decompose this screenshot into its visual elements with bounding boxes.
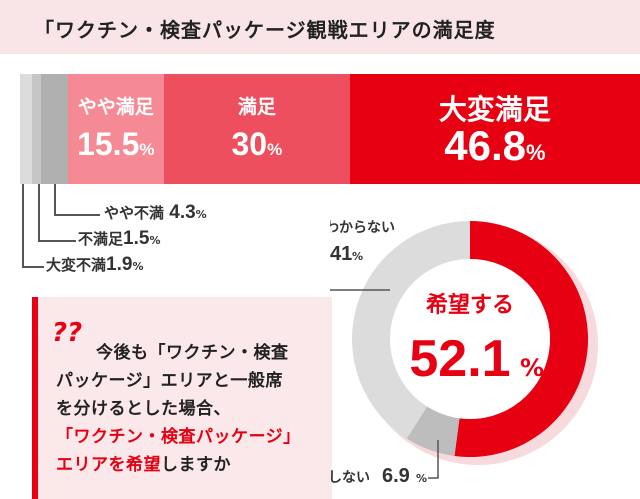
chart-title: 「ワクチン・検査パッケージ観戦エリアの満足度 [34,18,496,42]
title-band [0,0,640,54]
bar-segment-yaya-fuman [41,74,68,184]
donut-chart: 希望する 52.1% わからない 41% 希望しない 6.9% [330,220,598,487]
question-marks-icon: ?? [52,318,83,348]
label-taihen-fuman-name: 大変不満 [46,256,107,274]
label-taihen-fuman-value: 1.9 [106,254,133,275]
donut-slice-unknown [352,221,470,439]
donut-connector-unknown [330,289,390,291]
donut-hole [390,259,550,419]
bar-label-name-manzoku: 満足 [237,96,276,118]
question-line-1: 今後も「ワクチン・検査 [96,343,289,363]
donut-label-unknown-value: 41 [330,243,352,265]
question-line-5: エリアを希望しますか [56,450,231,475]
donut-label-nohope-name: 希望しない [330,469,370,486]
label-fumanzoku: 不満足1.5% [78,228,160,250]
question-line-3: を分けるとした場合、 [56,399,231,419]
bar-label-value-taihen-manzoku: 46.8% [444,122,546,169]
bar-segment-yaya-manzoku: やや満足 15.5% [67,74,164,184]
donut-center-pct: % [520,354,544,382]
connector-fumanzoku [38,184,76,242]
label-yaya-fuman-pct: % [195,208,207,221]
bar-segment-manzoku: 満足 30% [163,74,350,184]
bar-segment-fumanzoku [31,74,42,184]
donut-label-unknown-pct: % [352,250,363,263]
question-box [32,297,332,499]
donut-connector-nohope [428,440,439,479]
donut-center-name: 希望する [426,292,514,318]
question-line-5-black: しますか [161,455,231,475]
connector-taihen-fuman [22,184,44,268]
question-line-2: パッケージ」エリアと一般席 [56,371,283,391]
donut-slice-nohope [406,406,460,456]
label-fumanzoku-value: 1.5 [123,228,150,249]
bar-label-name-taihen-manzoku: 大変満足 [438,93,551,126]
donut-label-unknown-name: わからない [330,220,395,236]
donut-center-value: 52.1 [409,330,510,388]
bar-segment-taihen-fuman [20,74,32,184]
label-yaya-fuman-name: やや不満 [104,204,165,222]
label-fumanzoku-pct: % [149,234,161,247]
label-fumanzoku-name: 不満足 [78,230,124,248]
connector-yaya-fuman [54,184,100,216]
bar-label-name-yaya-manzoku: やや満足 [77,96,154,118]
bar-label-value-manzoku: 30% [231,126,283,162]
donut-label-nohope-value: 6.9 [382,465,410,487]
question-line-5-red: エリアを希望 [56,455,161,475]
label-yaya-fuman: やや不満 4.3% [104,202,207,224]
question-accent-stripe [32,297,38,499]
donut-slice-hope [454,221,588,457]
label-yaya-fuman-value: 4.3 [169,202,196,223]
label-taihen-fuman: 大変不満1.9% [46,254,143,276]
question-line-4: 「ワクチン・検査パッケージ」 [56,427,301,447]
bar-label-value-yaya-manzoku: 15.5% [77,126,155,162]
bar-segment-taihen-manzoku: 大変満足 46.8% [349,74,640,184]
donut-label-nohope-pct: % [416,472,427,485]
stacked-bar: やや満足 15.5% 満足 30% 大変満足 46.8% [20,74,640,184]
label-taihen-fuman-pct: % [132,260,144,273]
